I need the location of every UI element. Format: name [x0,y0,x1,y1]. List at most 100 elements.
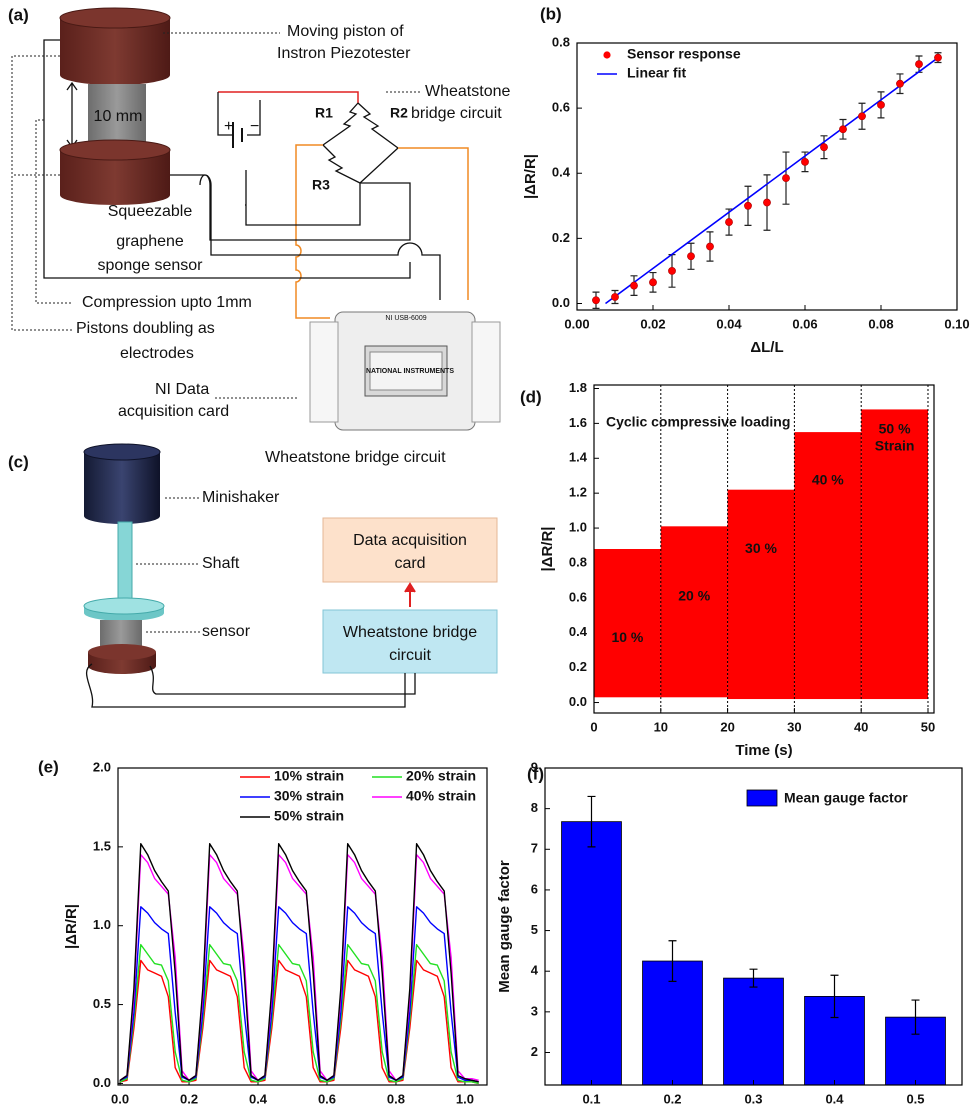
x-tick-label: 0.3 [744,1091,762,1106]
axis-frame [544,767,963,1086]
battery-label: + [224,118,233,135]
data-point [687,252,695,261]
fit-line [605,57,939,305]
legend-label: 40% strain [406,788,476,804]
y-tick-label: 1.6 [569,415,587,430]
wire [170,174,441,300]
segment-label: Strain [875,438,915,454]
series-line [119,943,479,1085]
panel-label: (e) [38,757,59,776]
wire [43,39,411,279]
diagram-a: (a) 10 mm Moving piston of Instron Piezo… [8,5,510,431]
x-tick-label: 30 [787,719,801,734]
y-tick-label: 1.8 [569,380,587,395]
signal-band [861,409,928,700]
legend-marker [603,51,611,59]
daq-model: NI USB-6009 [385,315,426,322]
x-tick-label: 40 [854,719,868,734]
error-bar [749,968,758,988]
piston [60,18,170,85]
error-bar [911,999,920,1035]
y-tick-label: 0.8 [569,554,587,569]
series-line [119,843,479,1083]
daq-brand: NATIONAL INSTRUMENTS [366,368,454,375]
y-tick-label: 0.4 [569,624,588,639]
data-point [934,53,942,62]
wire [86,663,416,708]
x-tick-label: 50 [921,719,935,734]
pointer [11,55,72,331]
x-tick-label: 0.06 [792,316,817,331]
battery-label: − [250,118,259,135]
daq-label: NI Data [155,381,209,398]
x-tick-label: 0.4 [249,1091,268,1106]
y-tick-label: 9 [531,759,538,774]
wire [398,147,469,300]
shaft [117,521,133,607]
height-label: 10 mm [94,108,143,125]
legend-label: Linear fit [627,65,686,81]
y-tick-label: 5 [531,922,538,937]
y-axis-label: Mean gauge factor [496,860,513,993]
bar [561,821,622,1086]
compression-label: Compression upto 1mm [82,294,252,311]
panel-label: (b) [540,4,562,23]
daq-box-label: card [394,555,425,572]
data-point [915,60,923,69]
piston-top [59,7,171,29]
y-tick-label: 0.8 [552,34,570,49]
sensor-block [88,84,146,150]
y-tick-label: 1.4 [569,450,588,465]
signal-band [794,432,862,700]
resistor-label: R1 [315,105,333,121]
sensor-label: graphene [116,233,184,250]
sensor-label: sensor [202,623,251,640]
y-axis-label: |ΔR/R| [539,526,556,571]
panel-label: (a) [8,5,29,24]
data-point [725,218,733,226]
segment-label: 10 % [611,629,643,645]
data-point [896,79,904,88]
shaker-label: Minishaker [202,489,280,506]
x-tick-label: 0 [590,719,597,734]
segment-label: 50 % [879,421,911,437]
shaft-label: Shaft [202,555,240,572]
data-point [763,198,771,207]
legend-label: 30% strain [274,788,344,804]
bridge-box-label: Wheatstone bridge [343,624,477,641]
panel-label: (c) [8,452,29,471]
y-tick-label: 0.2 [552,230,570,245]
y-tick-label: 0.0 [93,1075,111,1090]
x-axis-label: Time (s) [735,742,792,759]
error-bar [830,974,839,1019]
signal-band [594,549,661,698]
x-tick-label: 10 [654,719,668,734]
resistor-label: R2 [390,105,408,121]
daq-device: NI USB-6009 NATIONAL INSTRUMENTS [309,311,501,431]
daq-box [322,517,498,583]
x-tick-label: 0.10 [944,316,969,331]
wire [295,144,330,319]
charts: (b)ΔL/L|ΔR/R|0.00.20.40.60.80.00 0.02 0.04… [38,4,970,1106]
x-tick-label: 0.2 [663,1091,681,1106]
legend-label: Mean gauge factor [784,790,908,806]
y-tick-label: 2 [531,1044,538,1059]
pointer [136,497,200,633]
wire [217,92,261,136]
resistor-label: R3 [312,177,330,193]
data-point [858,112,866,121]
y-tick-label: 3 [531,1003,538,1018]
data-point [839,125,847,134]
height-arrow [66,81,78,149]
x-tick-label: 0.04 [716,316,742,331]
wire [218,91,359,103]
signal-band [727,489,795,700]
x-tick-label: 1.0 [456,1091,474,1106]
diagram-title: Wheatstone bridge circuit [265,449,446,466]
piston-top [59,139,171,161]
y-tick-label: 0.0 [569,694,587,709]
panel-label: (f) [527,764,544,783]
piston-top [88,644,156,660]
x-tick-label: 0.6 [318,1091,336,1106]
